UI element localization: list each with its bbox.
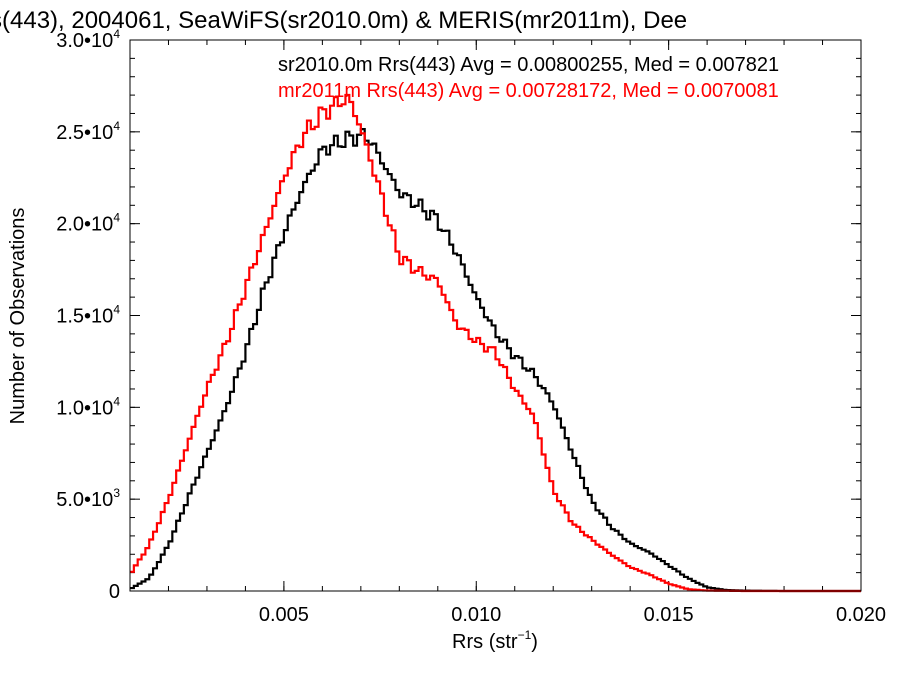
series-line-sr2010.0m <box>130 128 861 593</box>
y-tick-label: 1.5•104 <box>56 303 120 328</box>
plot-frame <box>129 39 862 592</box>
x-tick-label: 0.020 <box>836 604 886 626</box>
y-tick-label: 2.0•104 <box>56 211 120 236</box>
y-tick-label: 2.5•104 <box>56 119 120 144</box>
chart-title: s(443), 2004061, SeaWiFS(sr2010.0m) & ME… <box>0 7 687 34</box>
x-tick-label: 0.015 <box>644 604 694 626</box>
y-tick-label: 1.0•104 <box>56 394 120 419</box>
series-line-mr2011m <box>130 93 861 593</box>
y-tick-label: 5.0•103 <box>56 486 120 511</box>
y-axis-label: Number of Observations <box>7 208 29 425</box>
series-layer <box>130 93 861 593</box>
legend-entry-mr2011: mr2011m Rrs(443) Avg = 0.00728172, Med =… <box>278 80 779 102</box>
y-tick-label: 3.0•104 <box>56 27 120 52</box>
x-axis-ticks: 0.005 0.010 0.015 0.020 <box>129 40 886 626</box>
y-axis-ticks: 0 5.0•103 1.0•104 1.5•104 2.0•104 2.5•104 3.0•… <box>56 27 861 603</box>
x-tick-label: 0.005 <box>259 604 309 626</box>
x-tick-label: 0.010 <box>451 604 501 626</box>
x-axis-label: Rrs (str−1) <box>452 628 538 653</box>
y-tick-label: 0 <box>109 581 120 603</box>
legend-entry-sr2010: sr2010.0m Rrs(443) Avg = 0.00800255, Med… <box>278 54 779 76</box>
